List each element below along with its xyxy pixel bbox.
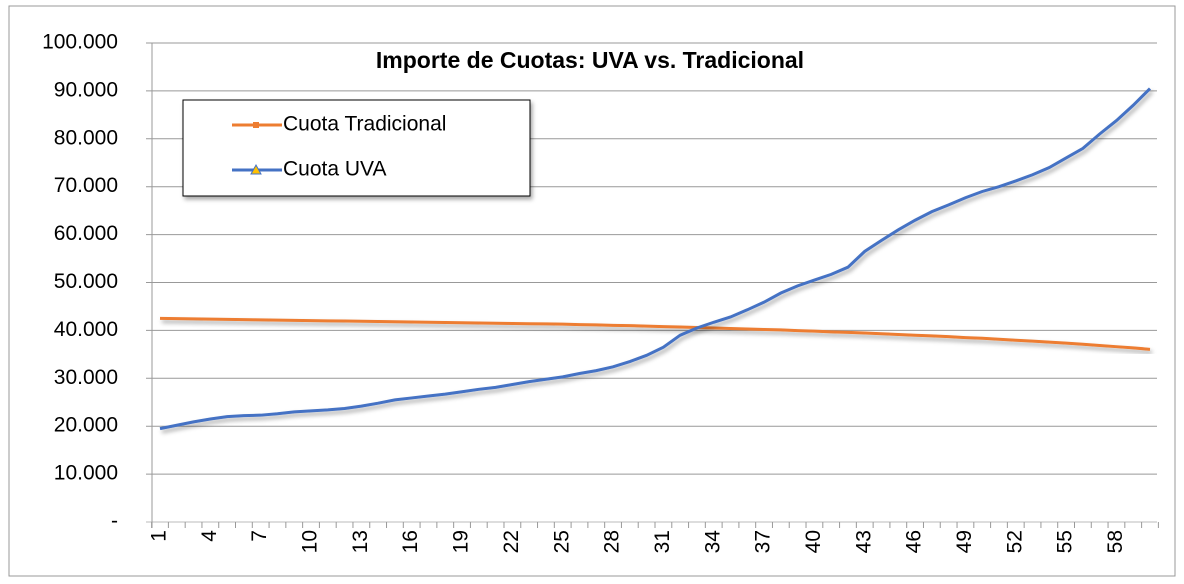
x-tick-label: 19 [450, 530, 473, 553]
y-tick-label: 90.000 [54, 78, 118, 101]
x-tick-label: 43 [852, 530, 875, 553]
x-tick-label: 37 [752, 530, 775, 553]
series-line [159, 316, 1151, 351]
chart-title: Importe de Cuotas: UVA vs. Tradicional [376, 47, 804, 73]
x-tick-label: 40 [802, 530, 825, 553]
x-tick-label: 34 [701, 530, 724, 554]
y-tick-label: 80.000 [54, 126, 118, 149]
y-tick-label: 10.000 [54, 462, 118, 485]
x-tick-label: 28 [601, 530, 624, 553]
legend-marker [253, 122, 259, 128]
y-tick-label: - [111, 510, 118, 533]
y-tick-label: 40.000 [54, 318, 118, 341]
legend: Cuota Tradicional Cuota UVA [182, 99, 531, 197]
x-tick-label: 52 [1003, 530, 1026, 553]
x-tick-label: 58 [1104, 530, 1127, 553]
x-tick-label: 1 [148, 530, 171, 542]
x-tick-label: 31 [651, 530, 674, 553]
series-line [159, 87, 1152, 431]
y-tick-label: 30.000 [54, 366, 118, 389]
chart-border [8, 5, 1176, 577]
y-tick-label: 100.000 [42, 31, 118, 54]
x-tick-label: 10 [299, 530, 322, 553]
legend-marker [250, 163, 262, 175]
grid: - 10.000 20.000 30.000 40.000 50.000 60.000 70.… [42, 31, 1159, 554]
x-tick-label: 22 [500, 530, 523, 553]
x-tick-label: 7 [248, 530, 271, 542]
lines [159, 87, 1152, 431]
x-tick-label: 16 [399, 530, 422, 553]
x-tick-label: 55 [1054, 530, 1077, 553]
y-tick-label: 60.000 [54, 222, 118, 245]
x-tick-label: 49 [953, 530, 976, 553]
x-tick-label: 13 [349, 530, 372, 553]
x-tick-label: 25 [550, 530, 573, 553]
y-tick-label: 70.000 [54, 174, 118, 197]
x-tick-label: 4 [198, 530, 221, 542]
x-tick-label: 46 [903, 530, 926, 553]
y-tick-label: 20.000 [54, 414, 118, 437]
legend-label: Cuota UVA [283, 158, 387, 181]
legend-label: Cuota Tradicional [283, 113, 446, 136]
y-tick-label: 50.000 [54, 270, 118, 293]
legend-box [182, 99, 531, 197]
